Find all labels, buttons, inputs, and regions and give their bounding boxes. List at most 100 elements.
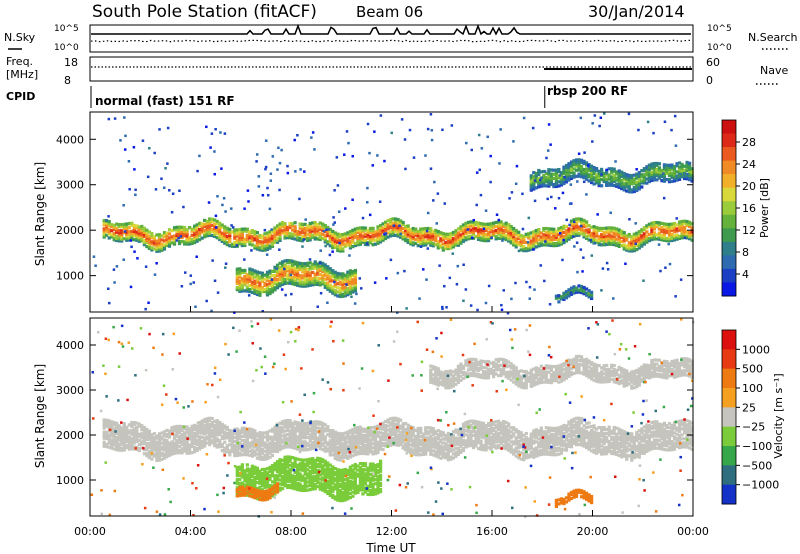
scatter-noise-cell xyxy=(332,216,335,219)
scatter-cell xyxy=(642,228,646,232)
scatter-cell xyxy=(311,442,315,447)
scatter-cell xyxy=(411,426,415,430)
scatter-cell xyxy=(514,239,518,243)
scatter-cell xyxy=(142,448,146,452)
scatter-cell xyxy=(414,434,418,439)
scatter-cell xyxy=(672,230,677,234)
scatter-cell xyxy=(632,238,636,242)
scatter-cell xyxy=(502,222,506,226)
scatter-cell xyxy=(306,421,310,425)
scatter-cell xyxy=(424,442,428,446)
scatter-cell xyxy=(298,226,302,230)
scatter-cell xyxy=(160,435,164,439)
scatter-cell xyxy=(338,249,342,253)
scatter-cell xyxy=(391,221,395,225)
scatter-cell xyxy=(489,429,493,433)
scatter-cell xyxy=(142,440,146,444)
scatter-cell xyxy=(424,448,428,452)
scatter-cell xyxy=(280,274,285,278)
scatter-noise-cell xyxy=(451,252,455,255)
scatter-cell xyxy=(572,222,576,226)
scatter-cell xyxy=(582,167,586,172)
scatter-cell xyxy=(318,264,322,269)
scatter-cell xyxy=(394,422,398,426)
scatter-cell xyxy=(489,230,493,234)
scatter-cell xyxy=(549,180,553,184)
scatter-cell xyxy=(675,178,679,182)
scatter-cell xyxy=(361,433,365,437)
scatter-cell xyxy=(665,177,669,182)
scatter-cell xyxy=(466,438,471,442)
scatter-cell xyxy=(404,228,408,233)
scatter-noise-cell xyxy=(365,242,369,245)
scatter-cell xyxy=(102,229,106,233)
scatter-cell xyxy=(195,227,199,231)
scatter-cell xyxy=(348,271,352,275)
scatter-noise-cell xyxy=(123,116,126,119)
scatter-cell xyxy=(562,167,566,171)
scatter-cell xyxy=(268,455,272,459)
scatter-cell xyxy=(383,438,388,442)
scatter-cell xyxy=(205,421,209,425)
scatter-cell xyxy=(255,231,260,235)
scatter-cell xyxy=(220,225,224,229)
scatter-cell xyxy=(175,432,179,437)
scatter-cell xyxy=(323,267,327,271)
scatter-cell xyxy=(456,428,461,432)
scatter-cell xyxy=(311,428,315,432)
scatter-cell xyxy=(366,438,370,442)
scatter-cell xyxy=(426,231,430,235)
scatter-cell xyxy=(610,238,614,242)
scatter-cell xyxy=(198,439,202,443)
scatter-noise-cell xyxy=(385,277,388,280)
scatter-cell xyxy=(446,242,450,247)
scatter-noise-cell xyxy=(205,299,208,303)
scatter-cell xyxy=(464,445,468,449)
scatter-cell xyxy=(245,432,249,437)
scatter-cell xyxy=(240,428,244,433)
scatter-cell xyxy=(665,163,669,167)
scatter-cell xyxy=(346,436,350,440)
scatter-cell xyxy=(195,229,199,233)
scatter-cell xyxy=(343,435,347,439)
scatter-cell xyxy=(102,426,106,430)
scatter-cell xyxy=(336,290,340,294)
scatter-cell xyxy=(421,434,425,438)
scatter-cell xyxy=(481,433,486,438)
scatter-noise-cell xyxy=(506,311,510,315)
scatter-cell xyxy=(105,422,109,426)
scatter-cell xyxy=(409,447,413,451)
scatter-cell xyxy=(238,447,242,451)
scatter-cell xyxy=(157,235,162,239)
scatter-cell xyxy=(529,180,533,184)
scatter-cell xyxy=(203,440,207,444)
scatter-cell xyxy=(321,437,325,442)
scatter-cell xyxy=(177,241,182,246)
scatter-cell xyxy=(642,173,646,177)
scatter-cell xyxy=(351,442,355,446)
scatter-cell xyxy=(336,441,340,445)
scatter-cell xyxy=(107,222,111,226)
scatter-cell xyxy=(434,230,438,235)
scatter-cell xyxy=(135,431,139,435)
scatter-noise-cell xyxy=(331,250,334,253)
scatter-cell xyxy=(524,240,528,245)
scatter-cell xyxy=(376,434,380,438)
scatter-cell xyxy=(461,440,466,445)
scatter-cell xyxy=(595,228,599,232)
scatter-cell xyxy=(303,226,307,231)
scatter-cell xyxy=(670,167,674,171)
scatter-cell xyxy=(610,171,614,175)
scatter-cell xyxy=(341,232,345,237)
scatter-cell xyxy=(122,440,126,444)
scatter-cell xyxy=(353,440,358,445)
scatter-cell xyxy=(273,236,277,240)
scatter-cell xyxy=(617,236,621,240)
scatter-cell xyxy=(190,430,194,434)
scatter-cell xyxy=(416,231,420,235)
scatter-cell xyxy=(140,428,144,432)
scatter-cell xyxy=(167,244,172,248)
scatter-cell xyxy=(406,449,410,454)
scatter-cell xyxy=(471,228,476,232)
